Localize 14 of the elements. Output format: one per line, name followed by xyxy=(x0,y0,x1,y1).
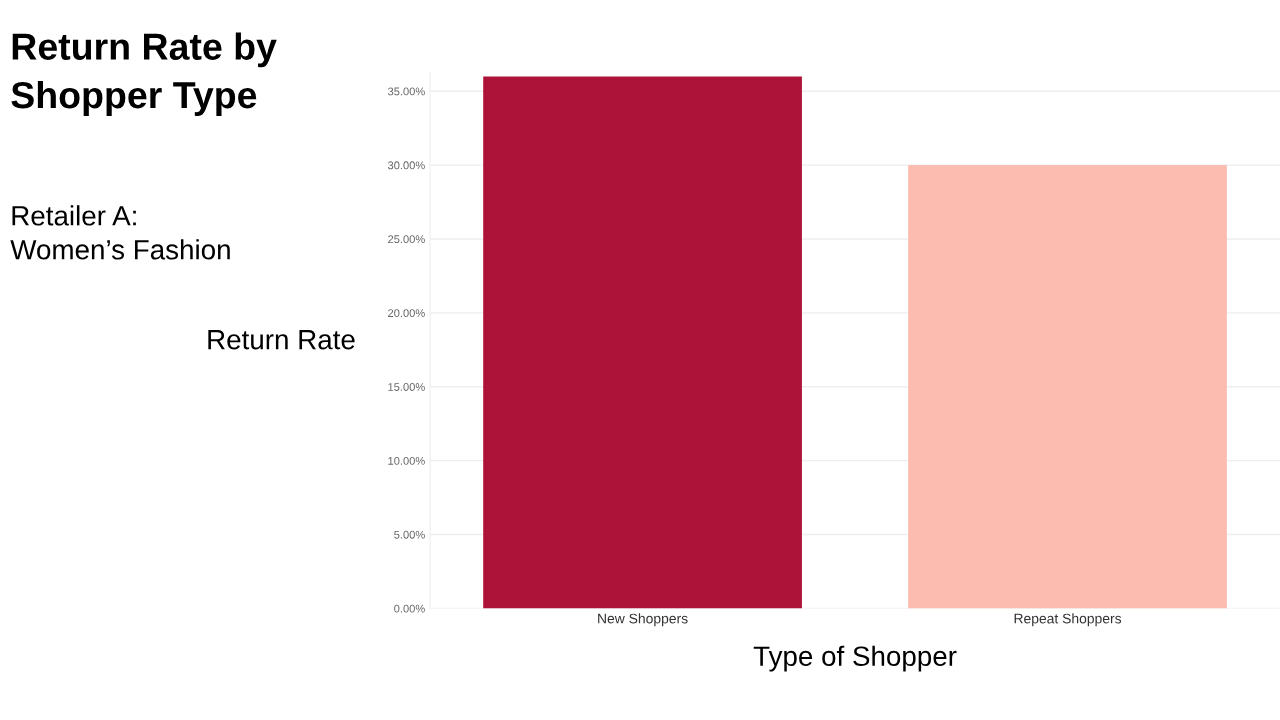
y-tick-label: 30.00% xyxy=(387,161,425,170)
text: Retailer A: Women’s Fashion xyxy=(10,205,230,260)
y-tick-label: 15.00% xyxy=(388,383,425,391)
chart-title: Return Rate by Shopper Type xyxy=(11,32,277,116)
y-tick-label: 0.00% xyxy=(394,604,425,613)
y-tick-label: 20.00% xyxy=(388,309,425,317)
y-tick-label: 35.00% xyxy=(387,87,425,96)
y-tick-label: 10.00% xyxy=(388,456,425,465)
x-tick-label: New Shoppers xyxy=(598,613,688,627)
y-axis-title: Return Rate xyxy=(208,330,355,350)
y-tick-label: 25.00% xyxy=(388,235,425,244)
x-tick-label: Repeat Shoppers xyxy=(1014,613,1122,627)
y-tick-label: 5.00% xyxy=(394,530,425,539)
x-axis-title: Type of Shopper xyxy=(753,645,957,672)
